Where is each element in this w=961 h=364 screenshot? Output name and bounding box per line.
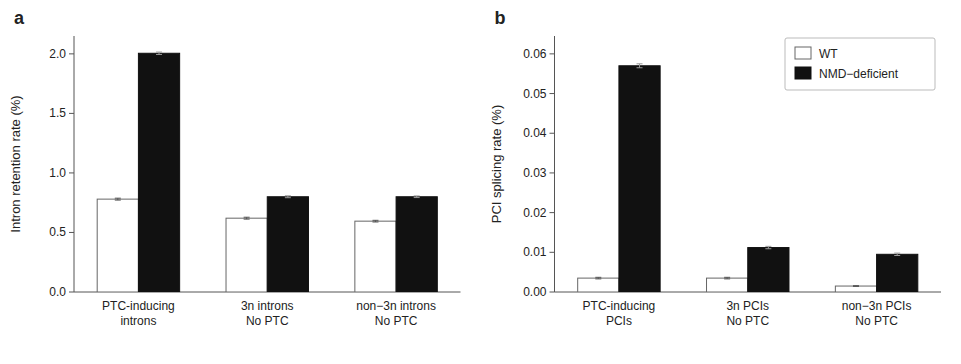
y-tick-label: 0.00 [523,285,547,299]
x-tick-label-line: PTC-inducing [583,299,656,313]
error-bar [853,285,859,287]
marks [578,64,918,292]
error-bar [244,217,250,219]
y-tick [550,252,555,253]
x-tick-label: 3n intronsNo PTC [241,299,294,328]
x-tick-label-line: non−3n introns [356,299,436,313]
x-tick-label-line: No PTC [855,314,898,328]
legend-swatch [795,67,811,79]
legend-label: NMD−deficient [819,67,899,81]
error-bar [115,198,121,200]
y-tick [69,172,74,173]
error-bar [156,52,162,54]
x-tick-label-line: No PTC [375,314,418,328]
x-tick-label: 3n PCIsNo PTC [726,299,769,328]
bar [396,197,437,292]
page: {"chart_data": [ {"type": "bar", "title"… [0,0,961,364]
error-bar [724,277,730,279]
x-tick-label-line: 3n introns [241,299,294,313]
bar [355,221,396,292]
y-tick [550,172,555,173]
y-tick-label: 1.5 [49,106,66,120]
x-tick-label-line: non−3n PCIs [842,299,912,313]
y-axis-label: Intron retention rate (%) [8,95,23,232]
x-tick-label: non−3n PCIsNo PTC [842,299,912,328]
x-tick-label-line: No PTC [726,314,769,328]
error-bar [285,196,291,198]
panel-title: b [495,8,506,28]
error-bar [595,277,601,279]
x-tick-label-line: PCIs [606,314,632,328]
x-tick-label: non−3n intronsNo PTC [356,299,436,328]
y-tick-label: 0.02 [523,206,547,220]
error-bar [637,64,643,68]
y-tick [69,232,74,233]
y-axis-line [554,36,555,292]
y-tick-label: 0.05 [523,87,547,101]
legend-frame [785,38,935,90]
y-tick-label: 2.0 [49,47,66,61]
y-tick [69,53,74,54]
y-tick [550,292,555,293]
y-tick [69,292,74,293]
panel: 0.0 0.5 1.0 1.5 2.0 Intron retention rate (%)… [8,8,461,328]
panel: 0.00 0.01 0.02 0.03 0.04 0.05 0.06 PCI splicing… [489,8,942,328]
x-tick-label-line: 3n PCIs [726,299,769,313]
legend-label: WT [819,47,838,61]
y-tick-label: 0.04 [523,126,547,140]
legend-swatch [795,47,811,59]
chart-svg: 0.0 0.5 1.0 1.5 2.0 Intron retention rate (%)… [0,0,961,364]
y-tick-label: 1.0 [49,166,66,180]
marks [97,52,437,292]
x-tick-label: PTC-inducingPCIs [583,299,656,328]
bar [835,286,876,292]
y-tick [550,53,555,54]
bar [267,197,308,292]
y-tick-label: 0.5 [49,225,66,239]
bar [707,278,748,292]
y-tick [69,113,74,114]
error-bar [372,220,378,222]
panel-title: a [14,8,25,28]
chart-container: 0.0 0.5 1.0 1.5 2.0 Intron retention rate (%)… [0,0,961,364]
bar [578,278,619,292]
x-tick-label-line: introns [120,314,156,328]
bar [226,218,267,292]
bar [138,53,179,292]
x-tick-label-line: PTC-inducing [102,299,175,313]
y-tick-label: 0.03 [523,166,547,180]
bar [619,66,660,292]
y-tick [550,212,555,213]
y-tick-label: 0.01 [523,245,547,259]
y-axis-label: PCI splicing rate (%) [489,105,504,223]
x-tick-label: PTC-inducingintrons [102,299,175,328]
y-axis-line [74,36,75,292]
error-bar [894,253,900,255]
legend: WT NMD−deficient [785,38,935,90]
y-tick [550,93,555,94]
y-tick-label: 0.06 [523,47,547,61]
bar [97,199,138,292]
x-tick-label-line: No PTC [246,314,289,328]
bar [877,254,918,292]
error-bar [765,246,771,248]
bar [748,248,789,292]
y-tick [550,133,555,134]
error-bar [414,196,420,198]
y-tick-label: 0.0 [49,285,66,299]
